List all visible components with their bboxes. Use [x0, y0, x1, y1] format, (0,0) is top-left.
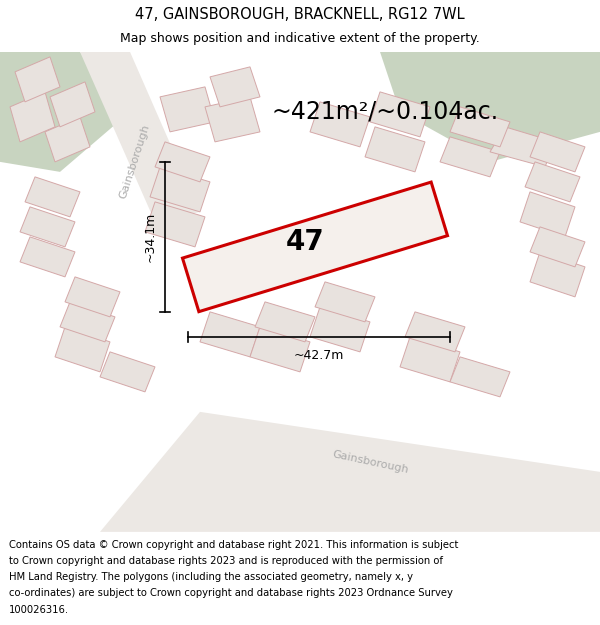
Polygon shape — [65, 277, 120, 317]
Polygon shape — [210, 67, 260, 107]
Polygon shape — [100, 352, 155, 392]
Text: 47: 47 — [286, 228, 325, 256]
Polygon shape — [490, 127, 555, 167]
Polygon shape — [20, 237, 75, 277]
Polygon shape — [400, 337, 460, 382]
Polygon shape — [80, 52, 200, 222]
Polygon shape — [250, 327, 310, 372]
Polygon shape — [182, 182, 448, 312]
Polygon shape — [15, 57, 60, 102]
Text: ~421m²/~0.104ac.: ~421m²/~0.104ac. — [271, 100, 499, 124]
Polygon shape — [380, 52, 600, 162]
Polygon shape — [10, 92, 55, 142]
Polygon shape — [310, 307, 370, 352]
Polygon shape — [20, 207, 75, 247]
Polygon shape — [50, 82, 95, 127]
Polygon shape — [520, 192, 575, 237]
Polygon shape — [450, 107, 510, 147]
Polygon shape — [440, 137, 500, 177]
Polygon shape — [450, 357, 510, 397]
Polygon shape — [315, 282, 375, 322]
Text: co-ordinates) are subject to Crown copyright and database rights 2023 Ordnance S: co-ordinates) are subject to Crown copyr… — [9, 589, 453, 599]
Polygon shape — [525, 162, 580, 202]
Polygon shape — [150, 167, 210, 212]
Polygon shape — [365, 127, 425, 172]
Polygon shape — [205, 97, 260, 142]
Polygon shape — [25, 177, 80, 217]
Polygon shape — [200, 312, 260, 357]
Text: 47, GAINSBOROUGH, BRACKNELL, RG12 7WL: 47, GAINSBOROUGH, BRACKNELL, RG12 7WL — [135, 7, 465, 22]
Text: ~34.1m: ~34.1m — [144, 212, 157, 262]
Text: ~42.7m: ~42.7m — [294, 349, 344, 362]
Polygon shape — [530, 227, 585, 267]
Polygon shape — [530, 132, 585, 172]
Polygon shape — [55, 327, 110, 372]
Polygon shape — [160, 87, 215, 132]
Text: HM Land Registry. The polygons (including the associated geometry, namely x, y: HM Land Registry. The polygons (includin… — [9, 572, 413, 582]
Polygon shape — [530, 252, 585, 297]
Polygon shape — [370, 92, 430, 137]
Polygon shape — [310, 102, 370, 147]
Polygon shape — [255, 302, 315, 342]
Polygon shape — [45, 117, 90, 162]
Text: Gainsborough: Gainsborough — [118, 123, 152, 201]
Polygon shape — [405, 312, 465, 352]
Polygon shape — [155, 142, 210, 182]
Text: 100026316.: 100026316. — [9, 604, 69, 614]
Polygon shape — [0, 52, 130, 172]
Text: Map shows position and indicative extent of the property.: Map shows position and indicative extent… — [120, 32, 480, 45]
Text: Gainsborough: Gainsborough — [331, 449, 409, 475]
Polygon shape — [145, 202, 205, 247]
Text: to Crown copyright and database rights 2023 and is reproduced with the permissio: to Crown copyright and database rights 2… — [9, 556, 443, 566]
Text: Contains OS data © Crown copyright and database right 2021. This information is : Contains OS data © Crown copyright and d… — [9, 540, 458, 550]
Polygon shape — [100, 412, 600, 532]
Polygon shape — [60, 302, 115, 342]
